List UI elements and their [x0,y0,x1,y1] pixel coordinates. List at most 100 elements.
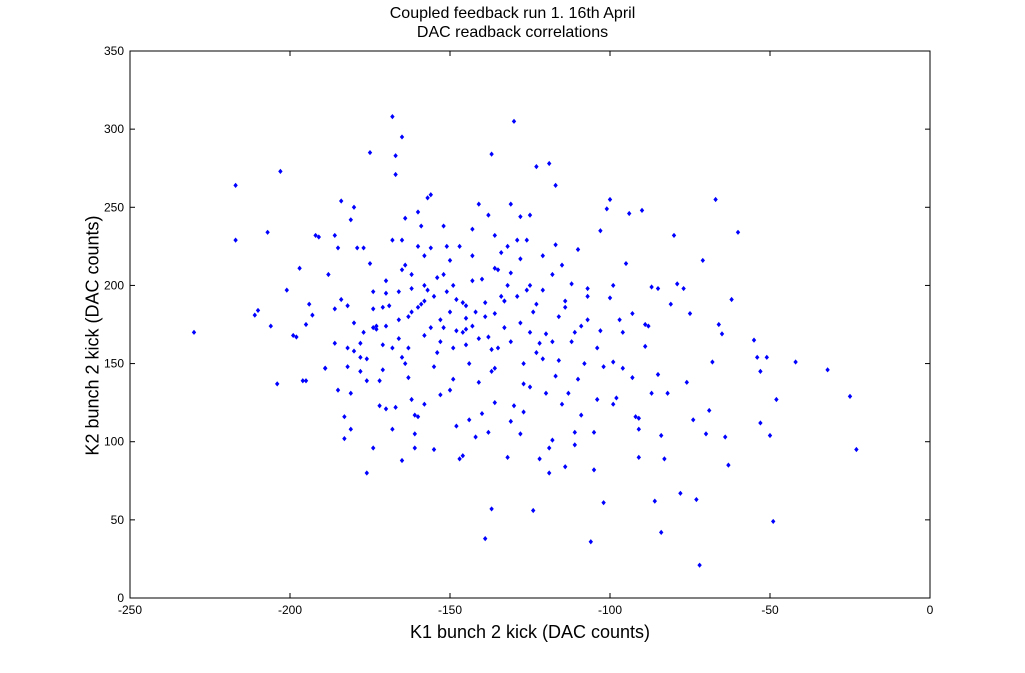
data-point [412,445,417,451]
data-point [268,323,273,329]
data-point [291,332,296,339]
data-point [540,356,545,362]
data-point [415,414,421,420]
plot-area [129,50,931,599]
data-point [358,354,363,360]
data-point [307,301,312,307]
data-point [435,350,440,356]
x-tick-label: -100 [598,603,622,617]
data-point [563,464,568,470]
data-point [457,243,462,249]
data-point [499,250,504,256]
data-point [255,307,261,314]
data-point [729,296,734,303]
data-point [534,301,539,307]
data-point [470,226,475,232]
data-point [422,332,427,339]
data-point [342,414,347,420]
data-point [431,293,437,299]
data-point [393,404,398,410]
data-point [636,426,641,432]
data-point [479,410,485,417]
data-point [758,420,763,426]
data-point [390,426,395,432]
data-point [531,507,536,514]
data-point [595,345,600,351]
data-point [361,329,366,335]
data-point [684,379,689,385]
data-point [355,245,360,251]
data-point [323,365,328,371]
data-point [326,271,331,278]
data-point [598,228,603,234]
data-point [428,245,433,251]
data-point [483,314,488,320]
data-point [553,182,558,189]
data-point [441,271,446,278]
data-point [662,456,667,462]
data-point [703,431,709,437]
data-point [591,429,597,435]
data-point [361,245,366,251]
data-point [390,345,395,351]
data-point [470,323,475,329]
data-point [649,390,654,396]
data-point [483,300,488,306]
data-point [348,426,353,432]
data-point [284,287,289,293]
data-point [409,271,414,278]
data-point [383,278,389,284]
data-point [511,118,517,124]
data-point [489,151,494,157]
data-point [380,367,385,373]
data-point [633,414,638,420]
data-point [339,296,344,303]
data-point [547,160,552,167]
data-point [233,182,238,189]
data-point [371,306,376,312]
data-point [374,323,379,329]
data-point [623,260,629,267]
data-point [604,206,609,212]
data-point [479,276,485,282]
y-tick-label: 50 [111,513,125,527]
data-point [441,325,446,331]
y-tick-label: 300 [104,122,124,136]
y-tick-label: 350 [104,44,124,58]
data-point [774,396,779,403]
data-point [383,406,389,412]
data-point [332,340,337,346]
data-point [607,196,613,203]
data-point [614,395,619,401]
data-point [335,387,341,393]
data-point [611,359,616,365]
y-tick-label: 0 [117,591,124,605]
data-point [617,317,622,323]
data-point [447,257,453,264]
data-point [367,149,373,156]
data-point [278,168,283,174]
data-point [300,378,305,384]
data-point [473,309,478,315]
data-point [492,310,497,317]
data-point [406,345,411,351]
data-point [364,356,369,362]
data-point [377,378,382,384]
data-point [569,339,574,345]
data-point [406,375,411,381]
data-point [630,375,635,381]
data-point [553,373,558,379]
data-point [550,339,555,345]
data-point [508,339,513,345]
data-point [793,359,798,365]
y-axis-label: K2 bunch 2 kick (DAC counts) [82,215,103,456]
data-point [233,237,238,243]
data-point [383,323,389,329]
data-point [550,271,555,278]
data-point [303,378,309,384]
data-points [191,114,859,568]
data-point [671,232,677,239]
data-point [252,312,257,318]
data-point [492,365,497,371]
data-point [447,387,453,393]
